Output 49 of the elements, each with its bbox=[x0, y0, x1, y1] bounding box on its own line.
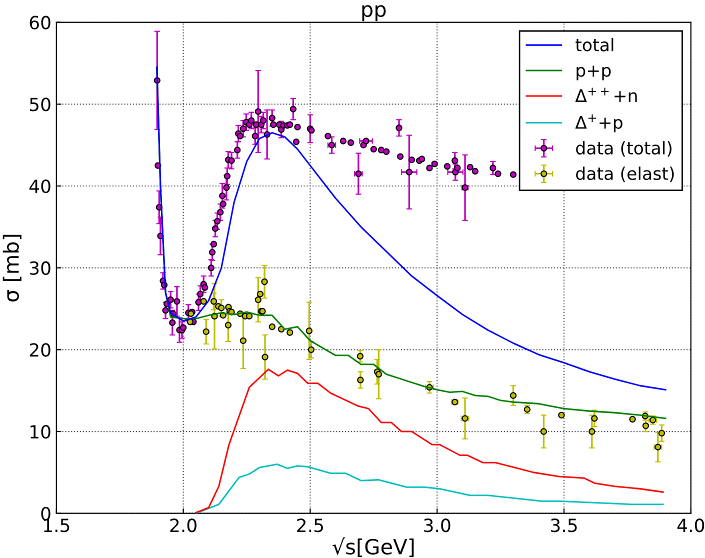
x-tick-label: 1.5 bbox=[44, 518, 70, 532]
x-tick-label: 3.0 bbox=[424, 518, 450, 532]
point bbox=[375, 370, 382, 378]
legend-label: Δ$^{+}$+p bbox=[575, 114, 622, 132]
point bbox=[642, 422, 650, 430]
legend-label: data (elast) bbox=[576, 166, 674, 182]
point bbox=[202, 328, 210, 336]
y-tick-label: 50 bbox=[30, 98, 50, 112]
legend-label: total bbox=[576, 38, 614, 52]
point bbox=[256, 290, 264, 298]
point bbox=[268, 323, 276, 330]
point bbox=[200, 298, 207, 305]
point bbox=[210, 298, 218, 305]
point bbox=[240, 337, 247, 344]
point bbox=[308, 346, 315, 354]
point bbox=[278, 326, 285, 333]
point bbox=[629, 416, 636, 423]
chart-title: pp bbox=[362, 5, 386, 22]
point bbox=[524, 406, 531, 413]
legend-label: p+p bbox=[576, 66, 611, 80]
point bbox=[356, 352, 364, 360]
point bbox=[224, 322, 232, 328]
x-tick-label: 4.0 bbox=[677, 518, 704, 532]
point bbox=[286, 329, 294, 336]
y-tick-label: 40 bbox=[29, 179, 50, 194]
legend-label: data (total) bbox=[576, 141, 672, 157]
y-tick-label: 30 bbox=[30, 261, 50, 275]
point bbox=[306, 328, 313, 334]
point bbox=[558, 412, 565, 418]
point bbox=[262, 354, 268, 360]
point bbox=[658, 430, 666, 436]
y-axis-title: σ [mb] bbox=[2, 234, 22, 302]
x-tick-label: 2.5 bbox=[297, 518, 323, 532]
line-series bbox=[195, 368, 664, 514]
point bbox=[357, 376, 364, 384]
point bbox=[510, 392, 517, 399]
point bbox=[540, 428, 548, 435]
y-tick-label: 20 bbox=[30, 343, 50, 357]
point bbox=[254, 296, 262, 304]
legend-label: Δ$^{++}$+n bbox=[575, 88, 637, 102]
x-tick-label: 3.5 bbox=[551, 518, 577, 532]
x-tick-label: 2.0 bbox=[170, 518, 196, 532]
point bbox=[218, 304, 225, 312]
line-series bbox=[195, 463, 664, 514]
x-axis-title: √s[GeV] bbox=[332, 537, 414, 558]
y-tick-label: 60 bbox=[30, 16, 50, 30]
point bbox=[246, 312, 253, 320]
point bbox=[261, 278, 268, 286]
y-tick-label: 10 bbox=[30, 424, 50, 439]
